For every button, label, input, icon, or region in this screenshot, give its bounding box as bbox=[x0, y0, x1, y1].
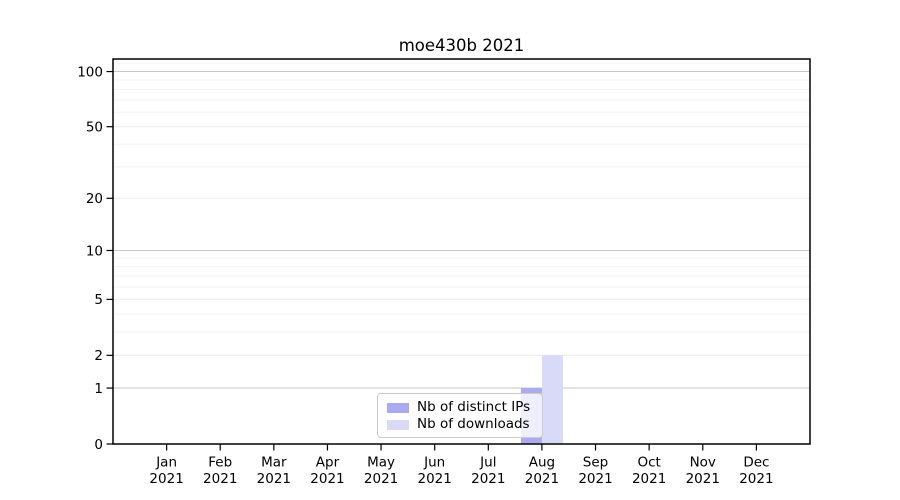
x-tick-label-year: 2021 bbox=[364, 471, 398, 487]
x-tick-label-year: 2021 bbox=[739, 471, 773, 487]
legend-entry-downloads: Nb of downloads bbox=[387, 416, 534, 433]
legend-swatch-distinct-ips bbox=[387, 402, 409, 413]
y-tick-label: 0 bbox=[94, 437, 103, 453]
y-tick-label: 10 bbox=[86, 243, 103, 259]
legend-label-downloads: Nb of downloads bbox=[417, 416, 530, 432]
x-tick-label-year: 2021 bbox=[525, 471, 559, 487]
y-tick-label: 1 bbox=[94, 381, 103, 397]
x-tick-label-month: Jun bbox=[423, 455, 445, 471]
y-tick-label: 20 bbox=[86, 191, 103, 207]
y-tick-label: 2 bbox=[94, 348, 103, 364]
y-tick-label: 5 bbox=[94, 292, 103, 308]
x-tick-label-year: 2021 bbox=[632, 471, 666, 487]
legend-entry-distinct-ips: Nb of distinct IPs bbox=[387, 399, 534, 416]
x-tick-label-month: Sep bbox=[583, 455, 608, 471]
x-tick-label-month: Feb bbox=[208, 455, 232, 471]
y-tick-label: 50 bbox=[86, 119, 103, 135]
x-tick-label-month: Mar bbox=[261, 455, 287, 471]
x-tick-label-month: Nov bbox=[690, 455, 716, 471]
x-tick-label-month: May bbox=[367, 455, 395, 471]
x-tick-label-month: Aug bbox=[529, 455, 555, 471]
axes: 0125102050100Jan2021Feb2021Mar2021Apr202… bbox=[77, 58, 811, 487]
x-tick-label-month: Dec bbox=[743, 455, 769, 471]
bar-aug-series1 bbox=[541, 355, 563, 444]
x-tick-label-year: 2021 bbox=[149, 471, 183, 487]
x-tick-label-month: Jul bbox=[479, 455, 496, 471]
x-tick-label-month: Jan bbox=[155, 455, 177, 471]
y-tick-label: 100 bbox=[77, 64, 103, 80]
gridlines bbox=[113, 63, 810, 389]
x-tick-label-year: 2021 bbox=[418, 471, 452, 487]
legend-label-distinct-ips: Nb of distinct IPs bbox=[417, 399, 531, 415]
legend-swatch-downloads bbox=[387, 419, 409, 430]
x-tick-label-month: Oct bbox=[637, 455, 660, 471]
x-tick-label-month: Apr bbox=[316, 455, 340, 471]
x-tick-label-year: 2021 bbox=[686, 471, 720, 487]
legend: Nb of distinct IPs Nb of downloads bbox=[377, 393, 543, 438]
chart-title: moe430b 2021 bbox=[398, 36, 525, 55]
x-tick-label-year: 2021 bbox=[310, 471, 344, 487]
x-tick-label-year: 2021 bbox=[203, 471, 237, 487]
x-tick-label-year: 2021 bbox=[471, 471, 505, 487]
x-tick-label-year: 2021 bbox=[257, 471, 291, 487]
x-tick-label-year: 2021 bbox=[578, 471, 612, 487]
